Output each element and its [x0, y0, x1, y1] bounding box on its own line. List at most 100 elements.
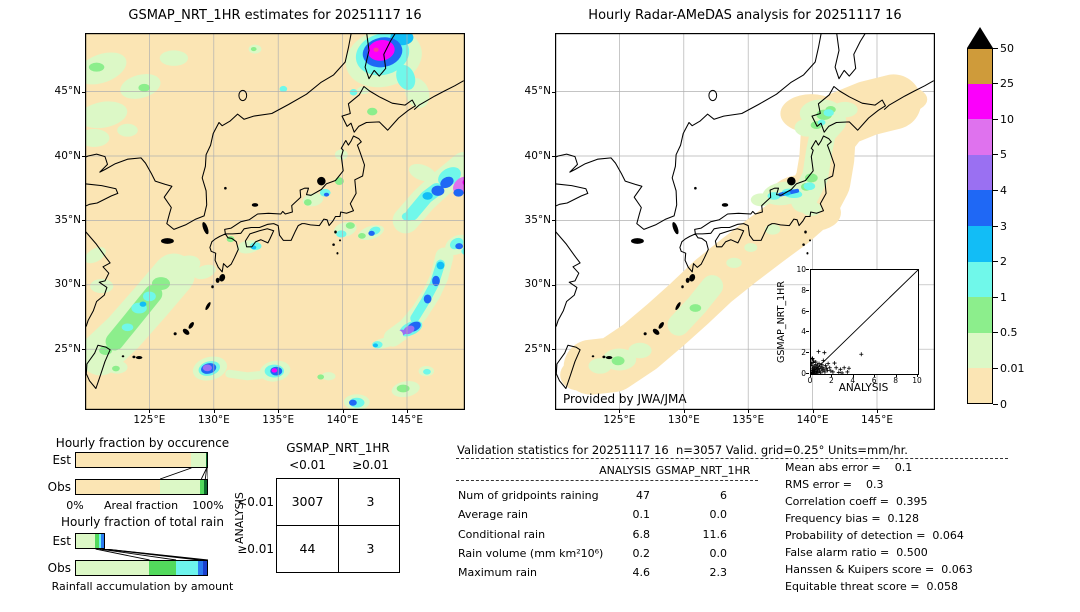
- bar-connectors: [159, 468, 208, 479]
- stats-score-line: Correlation coeff = 0.395: [785, 495, 928, 509]
- stats-gsmap-value: 11.6: [702, 527, 728, 541]
- inset-y-tickmark: [806, 352, 809, 354]
- bar-segment-blue: [101, 534, 104, 548]
- colorbar-segment: [967, 226, 993, 263]
- gsmap-precipitation-map: [85, 33, 465, 410]
- inset-y-tick: 10: [796, 265, 806, 274]
- lat-tick-label: 30°N: [524, 278, 551, 291]
- lat-tick-label: 40°N: [524, 149, 551, 162]
- inset-y-tick: 8: [801, 285, 806, 295]
- lon-tick-mark: [407, 410, 408, 413]
- lon-tick-label: 140°E: [796, 414, 829, 426]
- stats-analysis-value: 4.6: [632, 566, 651, 580]
- lon-tick-label: 130°E: [667, 414, 700, 426]
- stats-divider: [456, 480, 758, 481]
- stats-col-analysis: ANALYSIS: [599, 464, 651, 477]
- colorbar-tick-label: 5: [1000, 148, 1007, 162]
- inset-y-tick: 6: [801, 306, 806, 316]
- bar-segment-darkgreen: [205, 453, 207, 467]
- contingency-col-label-2: ≥0.01: [352, 458, 389, 472]
- colorbar-tick-mark: [993, 47, 998, 49]
- lat-tick-mark: [552, 349, 555, 351]
- inset-x-tickmark: [831, 374, 833, 377]
- bar-segment-palegreen: [76, 534, 96, 548]
- colorbar-tick-mark: [993, 332, 998, 334]
- stats-gsmap-value: 0.0: [709, 546, 728, 560]
- colorbar-tick-mark: [993, 225, 998, 227]
- lat-tick-label: 30°N: [54, 278, 81, 291]
- inset-y-tick: 0: [801, 369, 806, 378]
- colorbar-tick-mark: [993, 296, 998, 298]
- inset-y-tickmark: [806, 373, 809, 374]
- lon-tick-label: 140°E: [326, 414, 359, 426]
- contingency-col-title: GSMAP_NRT_1HR: [286, 441, 390, 455]
- bar-fill: [75, 479, 208, 495]
- lat-tick-label: 45°N: [524, 85, 551, 98]
- lon-tick-mark: [683, 410, 685, 413]
- totalrain-obs-label: Obs: [47, 561, 71, 575]
- occurrence-chart-title: Hourly fraction by occurence: [55, 436, 230, 450]
- lon-tick-label: 125°E: [133, 414, 166, 426]
- stats-analysis-value: 0.2: [632, 546, 651, 560]
- colorbar-segment: [967, 332, 993, 369]
- fraction-bar-obs: [75, 479, 208, 495]
- stats-score-line: Frequency bias = 0.128: [785, 512, 920, 526]
- bar-fill: [75, 452, 208, 468]
- lon-tick-mark: [619, 410, 621, 413]
- bar-segment-wheat: [76, 480, 160, 494]
- lat-tick-mark: [552, 284, 555, 286]
- radar-amedas-map: [555, 33, 935, 410]
- colorbar-segment: [967, 261, 993, 298]
- contingency-row-label-2: ≥0.01: [237, 542, 274, 556]
- colorbar-tick-label: 10: [1000, 112, 1014, 126]
- bar-segment-palegreen: [190, 453, 206, 467]
- stats-score-line: Mean abs error = 0.1: [785, 461, 913, 474]
- occurrence-est-label: Est: [52, 453, 71, 467]
- stats-score-line: Probability of detection = 0.064: [785, 529, 964, 543]
- colorbar-tick-mark: [993, 403, 998, 405]
- inset-x-tickmark: [895, 374, 897, 377]
- colorbar-tick-mark: [993, 118, 998, 120]
- scatter-inset: [809, 269, 919, 376]
- stats-analysis-value: 0.1: [632, 508, 651, 522]
- lat-tick-mark: [82, 220, 85, 222]
- colorbar-segment: [967, 154, 993, 191]
- colorbar-tick-mark: [993, 261, 998, 263]
- stats-row-label: Num of gridpoints raining: [458, 489, 599, 502]
- right-map-title: Hourly Radar-AMeDAS analysis for 2025111…: [588, 8, 902, 23]
- false-alarm-cell: 3: [366, 494, 375, 509]
- lat-tick-mark: [82, 156, 85, 157]
- table-divider: [276, 525, 400, 527]
- miss-cell: 44: [299, 541, 316, 556]
- fraction-bar-obs: [75, 560, 208, 576]
- stats-title: Validation statistics for 20251117 16 n=…: [457, 443, 908, 457]
- stats-analysis-value: 47: [636, 489, 650, 502]
- inset-x-tick: 6: [871, 376, 877, 385]
- lon-tick-mark: [877, 410, 878, 413]
- lat-tick-label: 40°N: [54, 149, 81, 162]
- inset-x-tickmark: [917, 374, 918, 377]
- colorbar-segment: [967, 190, 993, 227]
- bar-segment-navy: [203, 561, 207, 575]
- bar-segment-cyan: [175, 561, 198, 575]
- colorbar-tick-mark: [993, 189, 998, 191]
- bar-segment-green: [95, 534, 99, 548]
- lon-tick-mark: [278, 410, 280, 413]
- inset-x-tick: 2: [829, 376, 834, 385]
- lat-tick-label: 45°N: [54, 85, 81, 98]
- bar-fill: [75, 560, 208, 576]
- occurrence-axis-max: 100%: [192, 499, 224, 512]
- lon-tick-label: 145°E: [861, 414, 893, 426]
- hit-cell: 3: [366, 541, 375, 556]
- left-map-title: GSMAP_NRT_1HR estimates for 20251117 16: [128, 8, 422, 23]
- lat-tick-mark: [552, 156, 555, 157]
- stats-gsmap-value: 0.0: [709, 508, 728, 522]
- fraction-bar-est: [75, 533, 208, 549]
- fraction-bar-est: [75, 452, 208, 468]
- lat-tick-mark: [82, 284, 85, 286]
- totalrain-axis-label: Rainfall accumulation by amount: [51, 580, 234, 593]
- colorbar-tick-label: 4: [1000, 183, 1007, 197]
- lon-tick-label: 135°E: [732, 414, 765, 426]
- stats-divider: [456, 458, 1008, 459]
- inset-x-tick: 10: [912, 376, 922, 385]
